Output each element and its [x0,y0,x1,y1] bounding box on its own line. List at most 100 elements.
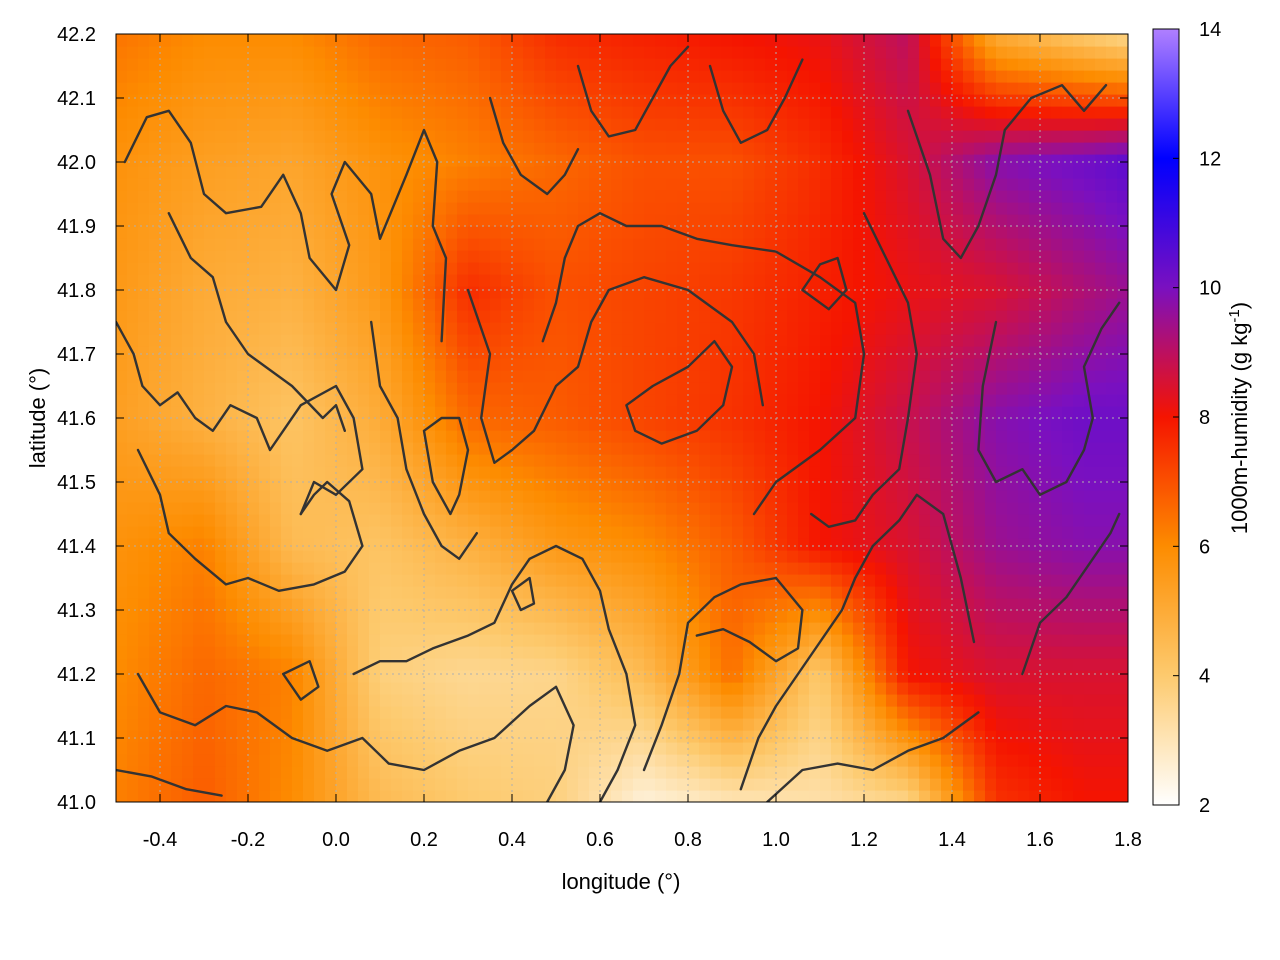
heatmap-cell [644,70,656,83]
heatmap-cell [710,454,722,467]
heatmap-cell [523,622,535,635]
heatmap-cell [193,778,205,791]
heatmap-cell [908,274,920,287]
heatmap-cell [721,58,733,71]
heatmap-cell [743,166,755,179]
heatmap-cell [952,670,964,683]
heatmap-cell [919,682,931,695]
heatmap-cell [127,574,139,587]
heatmap-cell [259,382,271,395]
heatmap-cell [281,694,293,707]
heatmap-cell [963,202,975,215]
heatmap-cell [149,442,161,455]
heatmap-cell [314,718,326,731]
heatmap-cell [732,598,744,611]
heatmap-cell [688,370,700,383]
heatmap-cell [391,706,403,719]
heatmap-cell [655,250,667,263]
heatmap-cell [358,262,370,275]
heatmap-cell [611,262,623,275]
heatmap-cell [919,58,931,71]
heatmap-cell [765,634,777,647]
heatmap-cell [380,322,392,335]
heatmap-cell [864,658,876,671]
heatmap-cell [490,70,502,83]
heatmap-cell [204,538,216,551]
heatmap-cell [204,586,216,599]
heatmap-cell [380,670,392,683]
heatmap-cell [545,94,557,107]
heatmap-cell [457,130,469,143]
heatmap-cell [336,94,348,107]
heatmap-cell [688,454,700,467]
heatmap-cell [721,610,733,623]
heatmap-cell [864,274,876,287]
heatmap-cell [534,370,546,383]
heatmap-cell [897,214,909,227]
heatmap-cell [270,790,282,802]
heatmap-cell [633,58,645,71]
heatmap-cell [908,778,920,791]
heatmap-cell [699,166,711,179]
heatmap-cell [435,454,447,467]
heatmap-cell [457,646,469,659]
heatmap-cell [820,142,832,155]
heatmap-cell [589,694,601,707]
heatmap-cell [446,454,458,467]
heatmap-cell [116,598,128,611]
heatmap-cell [864,610,876,623]
heatmap-cell [688,430,700,443]
heatmap-cell [193,82,205,95]
heatmap-cell [886,286,898,299]
heatmap-cell [446,202,458,215]
heatmap-cell [468,154,480,167]
heatmap-cell [820,418,832,431]
heatmap-cell [589,682,601,695]
heatmap-cell [193,214,205,227]
heatmap-cell [864,238,876,251]
heatmap-cell [721,214,733,227]
heatmap-cell [864,406,876,419]
heatmap-cell [501,742,513,755]
heatmap-cell [292,130,304,143]
heatmap-cell [270,370,282,383]
heatmap-cell [369,502,381,515]
heatmap-cell [303,118,315,131]
heatmap-cell [545,58,557,71]
heatmap-cell [325,166,337,179]
heatmap-cell [226,346,238,359]
heatmap-cell [490,58,502,71]
heatmap-cell [677,682,689,695]
heatmap-cell [699,190,711,203]
heatmap-cell [336,202,348,215]
heatmap-cell [149,262,161,275]
heatmap-cell [116,298,128,311]
heatmap-cell [534,130,546,143]
heatmap-cell [963,538,975,551]
heatmap-cell [391,754,403,767]
heatmap-cell [798,430,810,443]
heatmap-cell [655,694,667,707]
heatmap-cell [545,646,557,659]
heatmap-cell [776,574,788,587]
heatmap-cell [710,370,722,383]
heatmap-cell [116,730,128,743]
heatmap-cell [633,478,645,491]
heatmap-cell [281,454,293,467]
heatmap-cell [952,154,964,167]
heatmap-cell [952,358,964,371]
heatmap-cell [897,154,909,167]
heatmap-cell [479,226,491,239]
heatmap-cell [688,766,700,779]
heatmap-cell [897,298,909,311]
heatmap-cell [413,238,425,251]
heatmap-cell [402,142,414,155]
heatmap-cell [303,166,315,179]
heatmap-cell [710,154,722,167]
heatmap-cell [578,214,590,227]
heatmap-cell [644,598,656,611]
heatmap-cell [963,370,975,383]
heatmap-cell [226,334,238,347]
heatmap-cell [908,442,920,455]
heatmap-cell [457,718,469,731]
